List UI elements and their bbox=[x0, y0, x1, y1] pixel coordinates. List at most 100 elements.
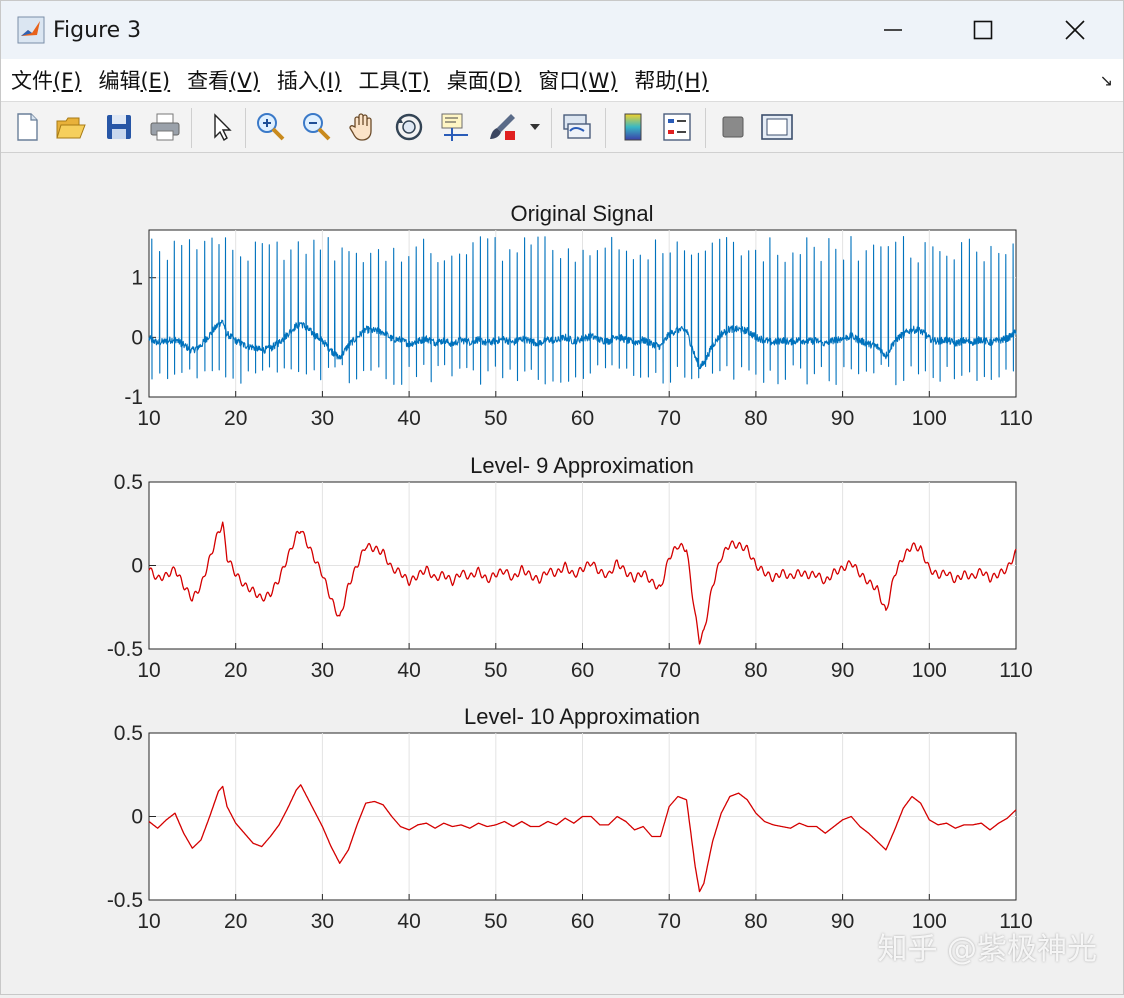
colorbar-icon bbox=[624, 113, 642, 141]
y-tick-labels: -0.5 0 0.5 bbox=[107, 471, 143, 661]
x-tick-label: 70 bbox=[658, 407, 681, 430]
x-tick-label: 50 bbox=[484, 407, 507, 430]
zoom-in-button[interactable] bbox=[253, 109, 289, 145]
x-tick-label: 20 bbox=[224, 910, 247, 933]
toolbar-separator bbox=[605, 108, 606, 148]
zoom-out-icon bbox=[303, 113, 331, 141]
x-tick-label: 80 bbox=[744, 659, 767, 682]
menu-view[interactable]: 查看(V) bbox=[187, 69, 260, 93]
x-tick-label: 30 bbox=[311, 407, 334, 430]
brush-dropdown-button[interactable] bbox=[525, 109, 545, 145]
figure-canvas[interactable]: 10 20 30 40 50 60 70 80 90 100 110 -1 0 1 Original S… bbox=[1, 153, 1123, 994]
y-tick-label: 0 bbox=[131, 555, 143, 578]
x-tick-label: 20 bbox=[224, 407, 247, 430]
x-tick-label: 90 bbox=[831, 659, 854, 682]
open-file-icon bbox=[56, 117, 86, 139]
title-bar[interactable]: Figure 3 bbox=[1, 1, 1123, 59]
y-tick-label: 0 bbox=[131, 806, 143, 829]
legend-icon bbox=[663, 113, 691, 141]
hide-plot-tools-icon bbox=[722, 116, 744, 138]
dock-arrow-icon[interactable]: ↘ bbox=[1099, 71, 1113, 90]
x-tick-label: 100 bbox=[912, 659, 947, 682]
grid-lines bbox=[148, 481, 1017, 650]
y-tick-label: -0.5 bbox=[107, 638, 143, 661]
y-tick-labels: -0.5 0 0.5 bbox=[107, 722, 143, 912]
toolbar bbox=[1, 102, 1123, 153]
x-tick-labels: 10 20 30 40 50 60 70 80 90 100 110 bbox=[137, 407, 1032, 430]
original-signal-series bbox=[148, 235, 1017, 386]
x-tick-label: 80 bbox=[744, 910, 767, 933]
plots-svg: 10 20 30 40 50 60 70 80 90 100 110 -101 Original S… bbox=[107, 201, 1033, 933]
link-plot-button[interactable] bbox=[559, 109, 595, 145]
subplot-original-signal[interactable]: 10 20 30 40 50 60 70 80 90 100 110 -1 0 1 Original S… bbox=[124, 201, 1032, 430]
signal-line bbox=[148, 235, 1017, 386]
colorbar-button[interactable] bbox=[615, 109, 651, 145]
show-plot-tools-button[interactable] bbox=[759, 109, 795, 145]
link-plot-icon bbox=[563, 114, 591, 139]
x-tick-label: 60 bbox=[571, 659, 594, 682]
menu-tools[interactable]: 工具(T) bbox=[358, 69, 430, 93]
menu-insert[interactable]: 插入(I) bbox=[276, 69, 342, 93]
open-file-button[interactable] bbox=[53, 109, 89, 145]
subplot-title: Original Signal bbox=[510, 201, 653, 226]
pointer-button[interactable] bbox=[203, 109, 239, 145]
new-figure-icon bbox=[17, 113, 38, 141]
brush-button[interactable] bbox=[485, 109, 521, 145]
x-tick-label: 50 bbox=[484, 659, 507, 682]
chevron-down-icon bbox=[530, 124, 540, 130]
x-tick-labels: 10 20 30 40 50 60 70 80 90 100 110 bbox=[137, 659, 1032, 682]
subplot-title: Level- 9 Approximation bbox=[470, 453, 694, 478]
x-tick-label: 60 bbox=[571, 910, 594, 933]
zoom-in-icon bbox=[257, 113, 285, 141]
maximize-icon bbox=[973, 20, 993, 40]
rotate-3d-button[interactable] bbox=[391, 109, 427, 145]
x-tick-label: 40 bbox=[397, 910, 420, 933]
x-tick-label: 10 bbox=[137, 407, 160, 430]
watermark-text: 知乎 @紫极神光 bbox=[877, 932, 1097, 967]
minimize-button[interactable] bbox=[847, 1, 939, 59]
menu-help[interactable]: 帮助(H) bbox=[634, 69, 709, 93]
x-tick-label: 90 bbox=[831, 910, 854, 933]
maximize-button[interactable] bbox=[937, 1, 1029, 59]
toolbar-separator bbox=[245, 108, 246, 148]
toolbar-separator bbox=[551, 108, 552, 148]
subplot-level10-approx[interactable]: 10 20 30 40 50 60 70 80 90 100 110 -0.5 0 0.5 Level-… bbox=[107, 704, 1033, 933]
x-tick-label: 110 bbox=[999, 659, 1032, 682]
x-tick-label: 30 bbox=[311, 910, 334, 933]
save-button[interactable] bbox=[101, 109, 137, 145]
print-icon bbox=[150, 113, 180, 141]
close-button[interactable] bbox=[1029, 1, 1121, 59]
y-tick-labels: -1 0 1 bbox=[124, 267, 143, 409]
x-tick-label: 90 bbox=[831, 407, 854, 430]
menu-edit[interactable]: 编辑(E) bbox=[98, 69, 171, 93]
approx-line bbox=[148, 521, 1017, 645]
menu-file[interactable]: 文件(F) bbox=[11, 69, 82, 93]
pan-button[interactable] bbox=[345, 109, 381, 145]
new-figure-button[interactable] bbox=[9, 109, 45, 145]
y-tick-label: 0 bbox=[131, 326, 143, 349]
hide-plot-tools-button[interactable] bbox=[715, 109, 751, 145]
pointer-icon bbox=[214, 113, 232, 142]
save-icon bbox=[107, 115, 131, 139]
show-plot-tools-icon bbox=[761, 114, 793, 140]
x-tick-label: 30 bbox=[311, 659, 334, 682]
legend-button[interactable] bbox=[659, 109, 695, 145]
approximation-series bbox=[148, 521, 1017, 645]
x-tick-label: 100 bbox=[912, 910, 947, 933]
menu-window[interactable]: 窗口(W) bbox=[538, 69, 618, 93]
data-cursor-icon bbox=[441, 113, 468, 141]
menu-desktop[interactable]: 桌面(D) bbox=[446, 69, 522, 93]
x-tick-label: 80 bbox=[744, 407, 767, 430]
print-button[interactable] bbox=[147, 109, 183, 145]
approximation-series bbox=[148, 784, 1017, 893]
minimize-icon bbox=[884, 29, 902, 31]
subplot-level9-approx[interactable]: 10 20 30 40 50 60 70 80 90 100 110 -0.5 0 0.5 Level-… bbox=[107, 453, 1033, 682]
y-tick-label: -1 bbox=[124, 386, 143, 409]
x-tick-label: 10 bbox=[137, 910, 160, 933]
x-tick-label: 20 bbox=[224, 659, 247, 682]
x-tick-label: 110 bbox=[999, 407, 1032, 430]
zoom-out-button[interactable] bbox=[299, 109, 335, 145]
x-tick-label: 70 bbox=[658, 910, 681, 933]
data-cursor-button[interactable] bbox=[437, 109, 473, 145]
